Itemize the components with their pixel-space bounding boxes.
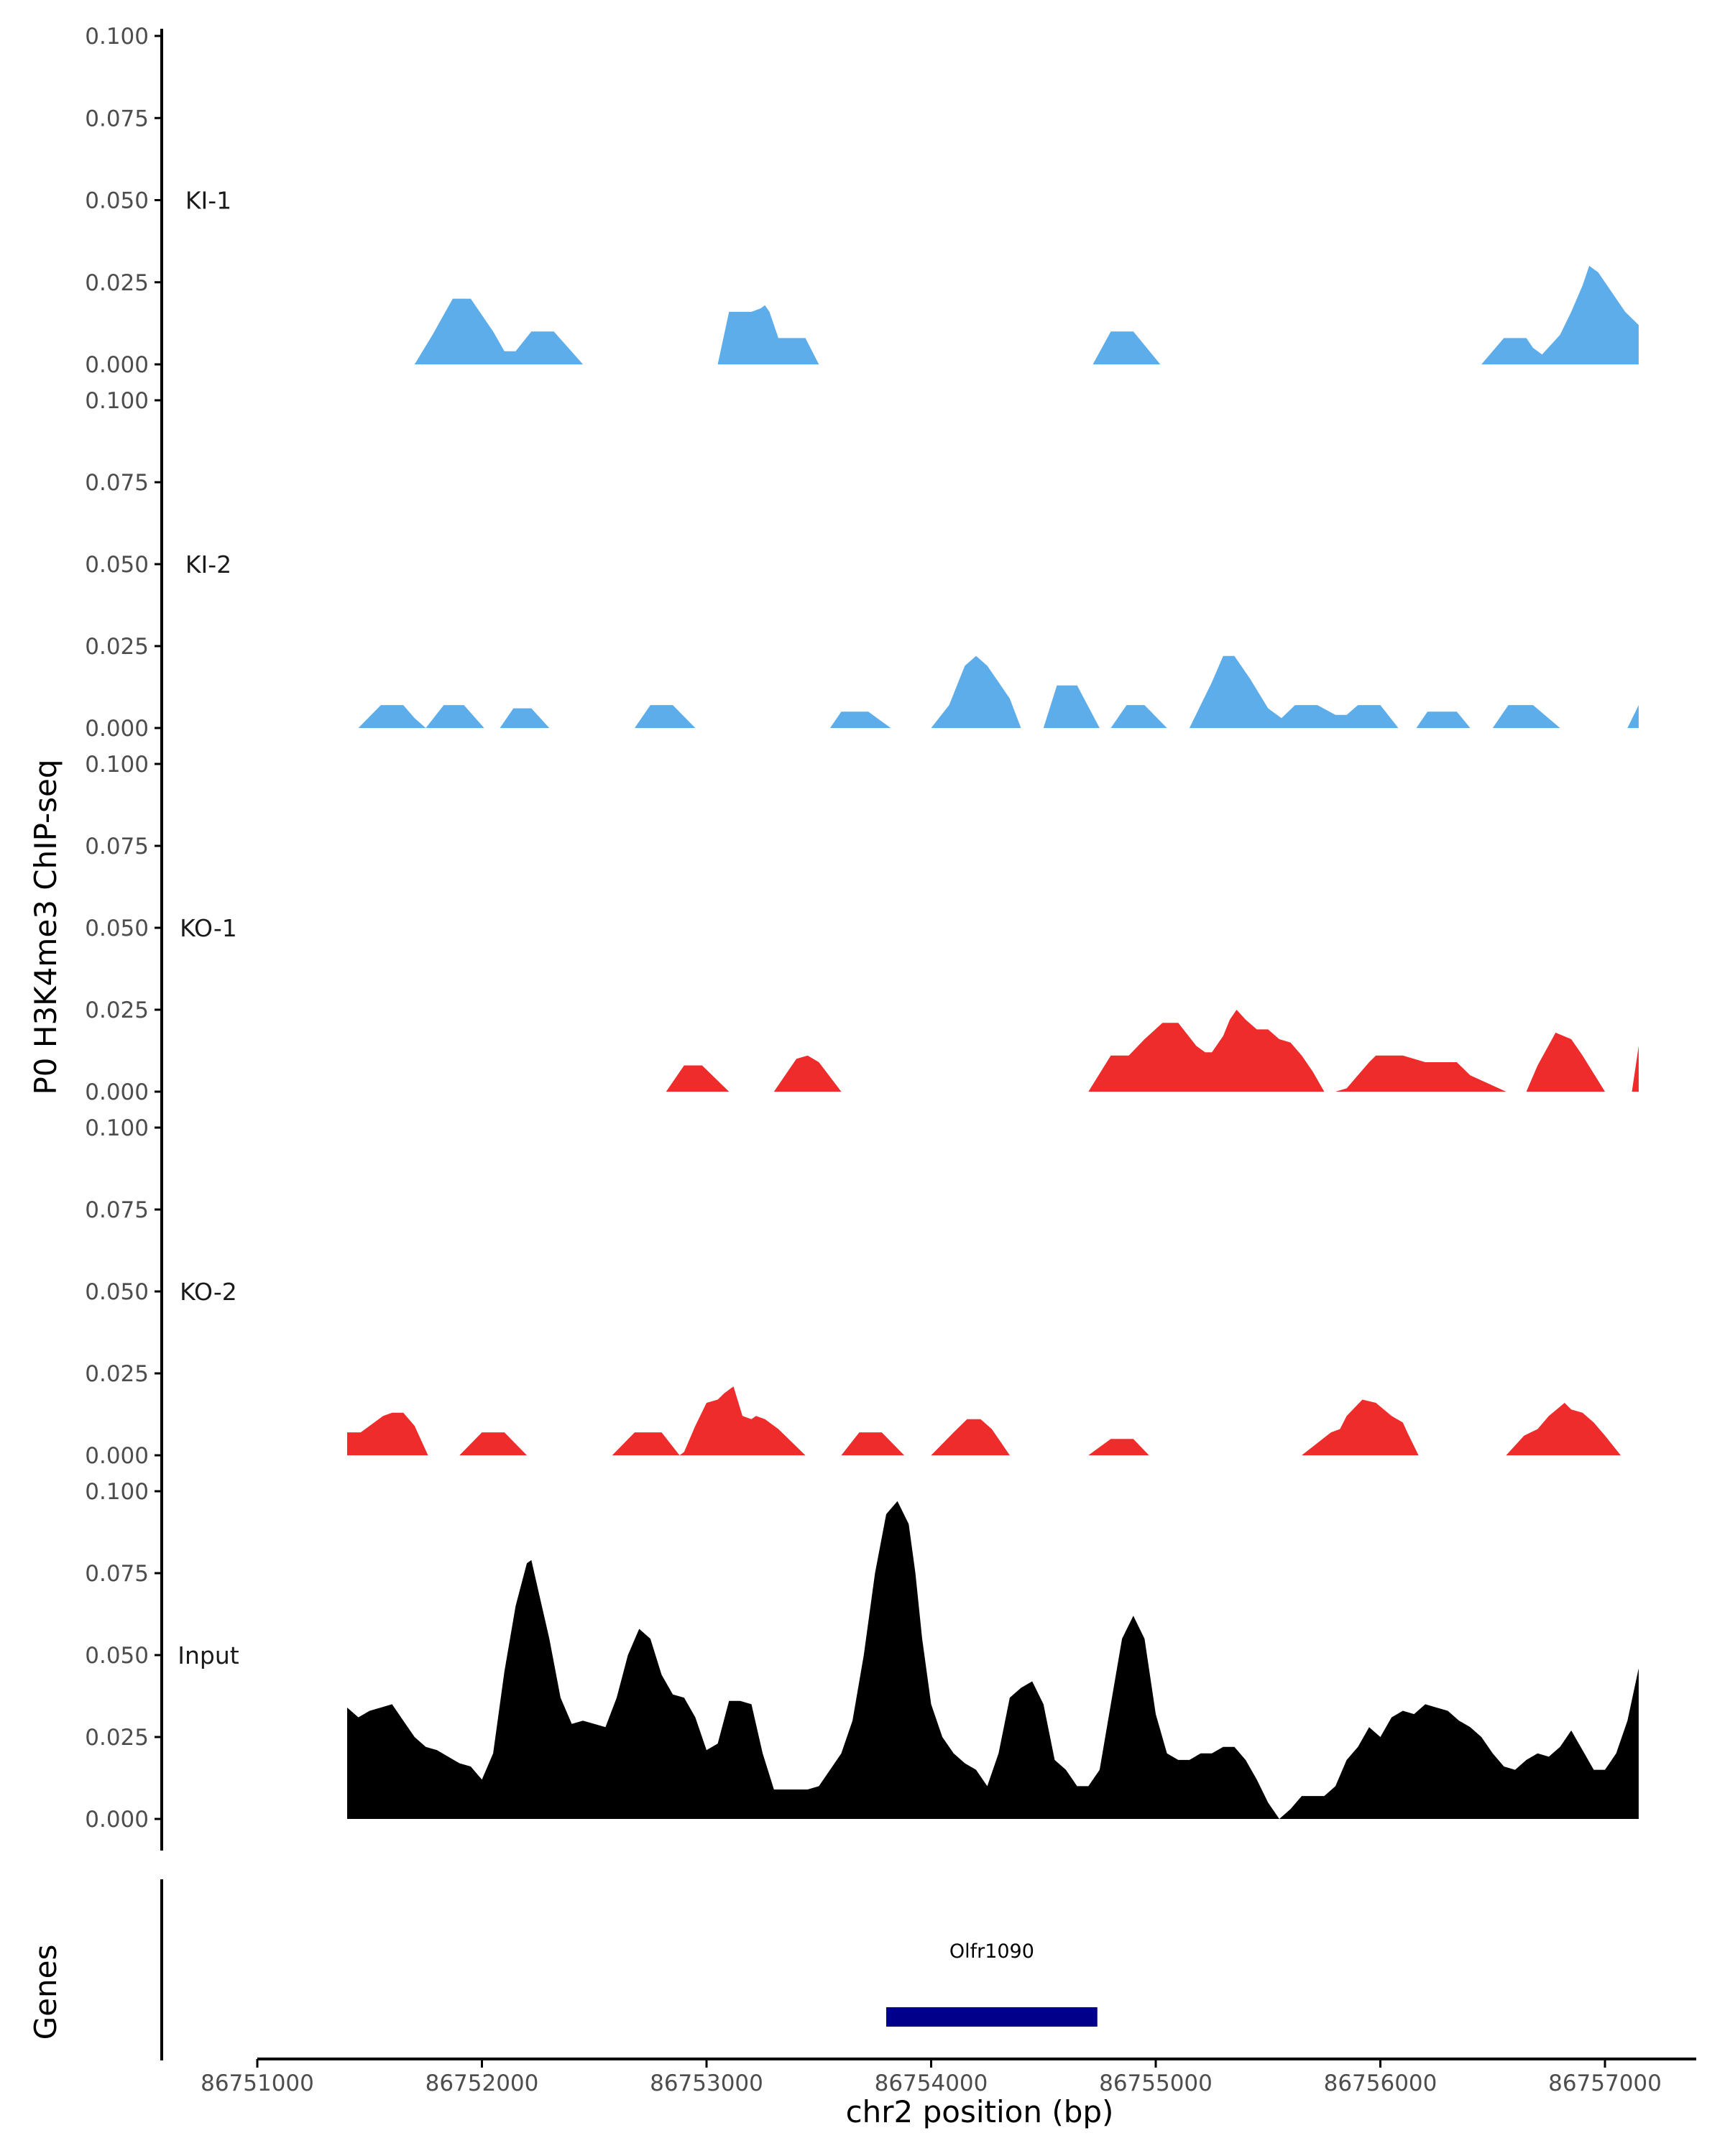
y-tick-label: 0.075 — [85, 1197, 149, 1223]
gene-label: Olfr1090 — [949, 1940, 1034, 1963]
track-ki-2: 0.000 0.025 0.050 0.075 0.100 KI-2 — [85, 388, 1639, 757]
track-ko-1: 0.000 0.025 0.050 0.075 0.100 KO-1 — [85, 752, 1639, 1122]
y-tick-label: 0.000 — [85, 1443, 149, 1469]
y-tick-label: 0.075 — [85, 1561, 149, 1587]
coverage-area — [414, 265, 1639, 364]
y-tick-label: 0.050 — [85, 552, 149, 578]
y-tick-label: 0.100 — [85, 1115, 149, 1141]
y-tick-label: 0.075 — [85, 106, 149, 132]
track-label: KO-2 — [180, 1278, 237, 1306]
y-tick-label: 0.025 — [85, 634, 149, 660]
x-tick-label: 86751000 — [201, 2070, 314, 2096]
x-axis-title: chr2 position (bp) — [846, 2094, 1114, 2129]
y-tick-label: 0.050 — [85, 1279, 149, 1305]
y-tick-label: 0.050 — [85, 1643, 149, 1669]
track-label: KI-2 — [185, 550, 231, 579]
y-tick-label: 0.025 — [85, 998, 149, 1023]
track-ko-2: 0.000 0.025 0.050 0.075 0.100 KO-2 — [85, 1115, 1621, 1486]
y-tick-label: 0.050 — [85, 916, 149, 941]
y-tick-label: 0.000 — [85, 352, 149, 378]
tracks-layer: 0.0000.0250.0500.0750.100KI-10.0000.0250… — [85, 24, 1639, 1851]
coverage-area — [347, 1501, 1639, 1819]
y-tick-label: 0.075 — [85, 834, 149, 860]
track-input: 0.000 0.025 0.050 0.075 0.100 Input — [85, 1479, 1639, 1851]
track-label: Input — [178, 1641, 239, 1669]
y-tick-label: 0.025 — [85, 270, 149, 296]
x-tick-label: 86755000 — [1099, 2070, 1213, 2096]
gene-bar — [886, 2007, 1098, 2027]
y-tick-label: 0.100 — [85, 388, 149, 414]
x-tick-label: 86753000 — [650, 2070, 763, 2096]
y-tick-label: 0.000 — [85, 1079, 149, 1105]
coverage-area — [347, 1386, 1621, 1455]
y-tick-label: 0.050 — [85, 188, 149, 214]
y-tick-label: 0.100 — [85, 752, 149, 778]
y-tick-label: 0.025 — [85, 1361, 149, 1387]
genes-panel: Olfr1090 — [160, 1879, 1098, 2060]
coverage-area — [666, 1010, 1639, 1092]
y-tick-label: 0.100 — [85, 1479, 149, 1505]
track-label: KO-1 — [180, 914, 237, 942]
x-axis: 86751000 86752000 86753000 86754000 86755000… — [201, 2058, 1696, 2096]
y-axis-title: P0 H3K4me3 ChIP-seq — [28, 759, 63, 1095]
y-tick-label: 0.000 — [85, 716, 149, 742]
x-tick-label: 86757000 — [1548, 2070, 1662, 2096]
x-tick-label: 86756000 — [1324, 2070, 1438, 2096]
track-ki-1: 0.000 0.025 0.050 0.075 0.100 KI-1 — [85, 24, 1639, 393]
track-label: KI-1 — [185, 187, 231, 215]
x-tick-label: 86752000 — [426, 2070, 539, 2096]
x-tick-label: 86754000 — [875, 2070, 988, 2096]
y-tick-label: 0.075 — [85, 470, 149, 496]
y-tick-label: 0.000 — [85, 1807, 149, 1833]
y-tick-label: 0.100 — [85, 24, 149, 50]
y-tick-label: 0.025 — [85, 1725, 149, 1751]
genes-axis-title: Genes — [28, 1945, 63, 2040]
coverage-area — [358, 655, 1639, 728]
